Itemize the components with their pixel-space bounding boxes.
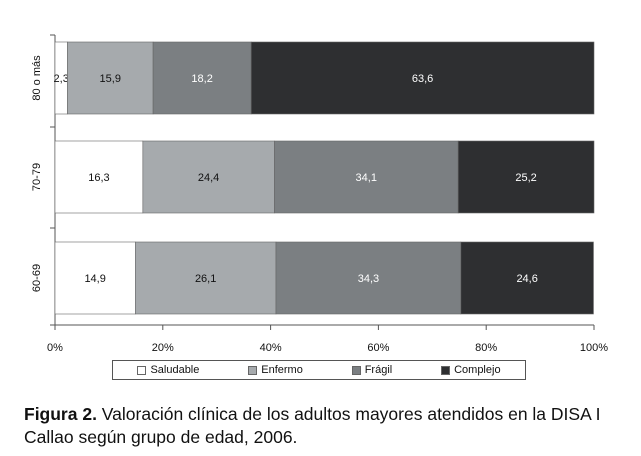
caption-text: Valoración clínica de los adultos mayore… bbox=[24, 404, 601, 447]
figure-label: Figura 2. bbox=[24, 404, 97, 424]
legend-label: Frágil bbox=[364, 364, 393, 376]
x-tick-label: 40% bbox=[260, 342, 282, 354]
bar-segment-frgil bbox=[275, 241, 462, 315]
x-tick-label: 60% bbox=[367, 342, 389, 354]
data-label: 26,1 bbox=[195, 273, 216, 285]
legend-swatch bbox=[351, 365, 361, 375]
legend-swatch bbox=[137, 365, 147, 375]
x-tick-label: 20% bbox=[152, 342, 174, 354]
bar-segment-complejo bbox=[457, 140, 595, 214]
legend-item: Frágil bbox=[351, 364, 393, 376]
category-label: 70-79 bbox=[31, 163, 43, 191]
data-label: 15,9 bbox=[100, 73, 121, 85]
data-label: 24,4 bbox=[198, 172, 219, 184]
bar-segment-enfermo bbox=[67, 41, 154, 115]
legend-label: Saludable bbox=[150, 364, 200, 376]
stacked-bar-chart: 0% 20% 40% 60% 80% 100% 2,3 15,9 18,2 63,6 80 o má… bbox=[31, 34, 608, 354]
data-label: 18,2 bbox=[191, 73, 212, 85]
figure-caption: Figura 2. Valoración clínica de los adul… bbox=[24, 403, 624, 449]
data-label: 63,6 bbox=[412, 73, 433, 85]
bar-segment-enfermo bbox=[135, 241, 277, 315]
bar-segment-saludable bbox=[54, 140, 144, 214]
data-label: 25,2 bbox=[515, 172, 536, 184]
legend-item: Complejo bbox=[441, 364, 501, 376]
x-tick-label: 100% bbox=[580, 342, 608, 354]
legend-label: Enfermo bbox=[261, 364, 303, 376]
category-label: 80 o más bbox=[31, 55, 43, 101]
legend-item: Enfermo bbox=[248, 364, 303, 376]
legend-label: Complejo bbox=[454, 364, 501, 376]
chart-legend: Saludable Enfermo Frágil Complejo bbox=[112, 360, 526, 380]
category-label: 60-69 bbox=[31, 264, 43, 292]
data-label: 24,6 bbox=[516, 273, 537, 285]
legend-swatch bbox=[441, 365, 451, 375]
legend-swatch bbox=[248, 365, 258, 375]
bar-segment-complejo bbox=[460, 241, 594, 315]
legend-item: Saludable bbox=[137, 364, 199, 376]
data-label: 16,3 bbox=[88, 172, 109, 184]
data-label: 34,1 bbox=[356, 172, 377, 184]
bar-segment-saludable bbox=[54, 241, 136, 315]
data-label: 2,3 bbox=[54, 73, 69, 85]
bar-segment-enfermo bbox=[142, 140, 275, 214]
x-tick-label: 80% bbox=[475, 342, 497, 354]
bar-segment-complejo bbox=[250, 41, 595, 115]
data-label: 34,3 bbox=[358, 273, 379, 285]
data-label: 14,9 bbox=[84, 273, 105, 285]
x-tick-label: 0% bbox=[47, 342, 63, 354]
bar-segment-frgil bbox=[274, 140, 459, 214]
